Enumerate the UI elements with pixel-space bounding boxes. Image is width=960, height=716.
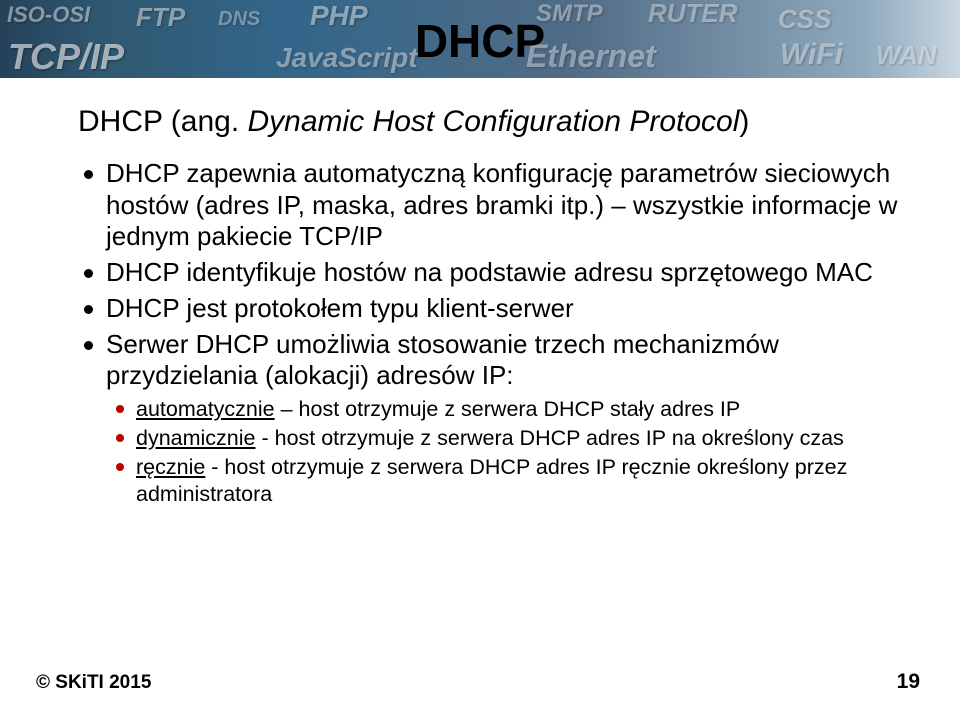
- sub-bullet-rest: - host otrzymuje z serwera DHCP adres IP…: [136, 455, 847, 506]
- bullet-item: DHCP identyfikuje hostów na podstawie ad…: [78, 257, 906, 289]
- bullet-item: DHCP jest protokołem typu klient-serwer: [78, 293, 906, 325]
- bullet-item: DHCP zapewnia automatyczną konfigurację …: [78, 158, 906, 253]
- sub-bullet-keyword: automatycznie: [136, 397, 275, 421]
- slide-content: DHCP (ang. Dynamic Host Configuration Pr…: [78, 104, 906, 512]
- bullet-text: DHCP jest protokołem typu klient-serwer: [106, 293, 574, 323]
- bullet-text: Serwer DHCP umożliwia stosowanie trzech …: [106, 329, 779, 391]
- subtitle: DHCP (ang. Dynamic Host Configuration Pr…: [78, 104, 906, 140]
- sub-bullet-keyword: dynamicznie: [136, 426, 256, 450]
- sub-bullet-item: ręcznie - host otrzymuje z serwera DHCP …: [106, 454, 906, 508]
- sub-bullet-rest: - host otrzymuje z serwera DHCP adres IP…: [256, 426, 844, 450]
- footer-copyright: © SKiTI 2015: [36, 672, 151, 694]
- sub-bullet-item: automatycznie – host otrzymuje z serwera…: [106, 396, 906, 423]
- subtitle-prefix: DHCP (ang.: [78, 105, 248, 138]
- page-number: 19: [897, 670, 920, 694]
- bullet-item: Serwer DHCP umożliwia stosowanie trzech …: [78, 329, 906, 508]
- bullet-text: DHCP zapewnia automatyczną konfigurację …: [106, 158, 897, 251]
- sub-bullet-list: automatycznie – host otrzymuje z serwera…: [106, 396, 906, 508]
- subtitle-italic: Dynamic Host Configuration Protocol: [248, 105, 740, 138]
- sub-bullet-item: dynamicznie - host otrzymuje z serwera D…: [106, 425, 906, 452]
- subtitle-suffix: ): [739, 105, 749, 138]
- sub-bullet-rest: – host otrzymuje z serwera DHCP stały ad…: [275, 397, 741, 421]
- slide-title: DHCP: [0, 14, 960, 68]
- bullet-list: DHCP zapewnia automatyczną konfigurację …: [78, 158, 906, 508]
- bullet-text: DHCP identyfikuje hostów na podstawie ad…: [106, 257, 873, 287]
- sub-bullet-keyword: ręcznie: [136, 455, 205, 479]
